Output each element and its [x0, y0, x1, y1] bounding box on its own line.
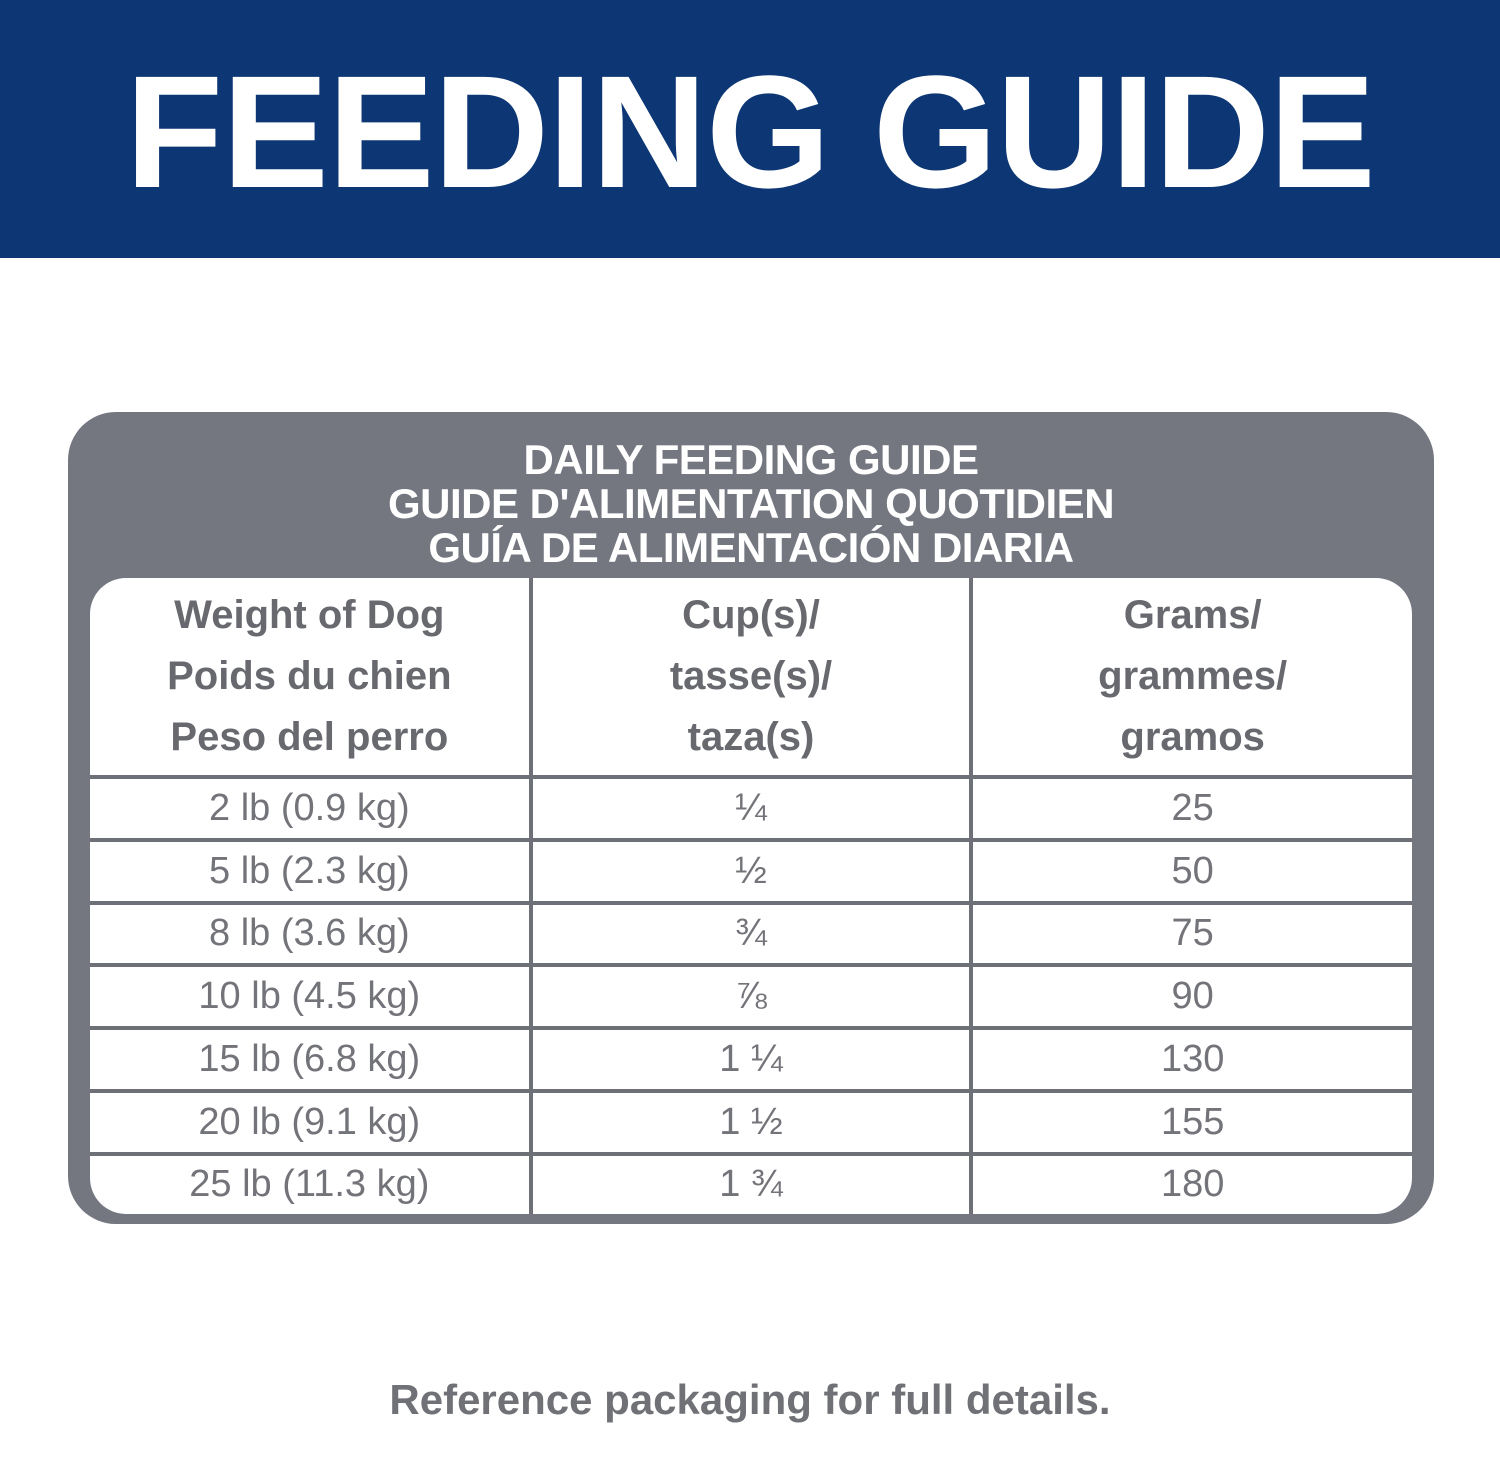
weight-header-en: Weight of Dog: [174, 593, 445, 637]
card-title: DAILY FEEDING GUIDE GUIDE D'ALIMENTATION…: [68, 412, 1434, 570]
grams-header-fr: grammes/: [1098, 654, 1288, 698]
grams-cell: 25: [969, 775, 1412, 842]
grams-cell: 50: [969, 837, 1412, 905]
weight-column-header: Weight of Dog Poids du chien Peso del pe…: [90, 578, 533, 779]
weight-cell: 10 lb (4.5 kg): [90, 963, 533, 1031]
grams-header-es: gramos: [1120, 715, 1265, 759]
weight-header-es: Peso del perro: [170, 715, 449, 759]
card-title-line-es: GUÍA DE ALIMENTACIÓN DIARIA: [428, 524, 1074, 571]
cups-cell: ½: [528, 837, 974, 905]
cups-cell: ⅞: [528, 963, 974, 1031]
weight-cell: 15 lb (6.8 kg): [90, 1026, 533, 1093]
grams-cell: 130: [969, 1026, 1412, 1093]
feeding-table: Weight of Dog Poids du chien Peso del pe…: [90, 578, 1412, 1214]
table-row: 25 lb (11.3 kg) 1 ¾ 180: [90, 1151, 1412, 1214]
cups-cell: ¼: [528, 775, 974, 842]
cups-header-en: Cup(s)/: [682, 593, 820, 637]
grams-header-en: Grams/: [1123, 593, 1262, 637]
card-title-line-fr: GUIDE D'ALIMENTATION QUOTIDIEN: [387, 480, 1115, 527]
table-row: 20 lb (9.1 kg) 1 ½ 155: [90, 1088, 1412, 1156]
grams-cell: 180: [969, 1151, 1412, 1214]
table-row: 5 lb (2.3 kg) ½ 50: [90, 837, 1412, 905]
card-title-line-en: DAILY FEEDING GUIDE: [523, 436, 979, 483]
grams-column-header: Grams/ grammes/ gramos: [969, 578, 1412, 779]
table-row: 10 lb (4.5 kg) ⅞ 90: [90, 963, 1412, 1031]
daily-feeding-guide-card: DAILY FEEDING GUIDE GUIDE D'ALIMENTATION…: [68, 412, 1434, 1224]
cups-cell: 1 ½: [528, 1088, 974, 1156]
weight-header-fr: Poids du chien: [167, 654, 452, 698]
grams-cell: 90: [969, 963, 1412, 1031]
cups-cell: 1 ¾: [528, 1151, 974, 1214]
page-title: FEEDING GUIDE: [125, 42, 1375, 221]
weight-cell: 8 lb (3.6 kg): [90, 900, 533, 968]
table-row: 2 lb (0.9 kg) ¼ 25: [90, 775, 1412, 842]
grams-cell: 75: [969, 900, 1412, 968]
cups-column-header: Cup(s)/ tasse(s)/ taza(s): [528, 578, 974, 779]
weight-cell: 2 lb (0.9 kg): [90, 775, 533, 842]
cups-cell: 1 ¼: [528, 1026, 974, 1093]
grams-cell: 155: [969, 1088, 1412, 1156]
table-row: 8 lb (3.6 kg) ¾ 75: [90, 900, 1412, 968]
weight-cell: 25 lb (11.3 kg): [90, 1151, 533, 1214]
table-row: 15 lb (6.8 kg) 1 ¼ 130: [90, 1026, 1412, 1093]
cups-header-es: taza(s): [687, 715, 815, 759]
weight-cell: 5 lb (2.3 kg): [90, 837, 533, 905]
reference-note: Reference packaging for full details.: [389, 1376, 1111, 1423]
feeding-table-header: Weight of Dog Poids du chien Peso del pe…: [90, 578, 1412, 779]
cups-header-fr: tasse(s)/: [669, 654, 833, 698]
feeding-table-body: 2 lb (0.9 kg) ¼ 25 5 lb (2.3 kg) ½ 50 8 …: [90, 775, 1412, 1214]
cups-cell: ¾: [528, 900, 974, 968]
weight-cell: 20 lb (9.1 kg): [90, 1088, 533, 1156]
feeding-guide-banner: FEEDING GUIDE: [0, 0, 1500, 258]
feeding-table-panel: Weight of Dog Poids du chien Peso del pe…: [90, 578, 1412, 1214]
header-row: Weight of Dog Poids du chien Peso del pe…: [90, 578, 1412, 779]
